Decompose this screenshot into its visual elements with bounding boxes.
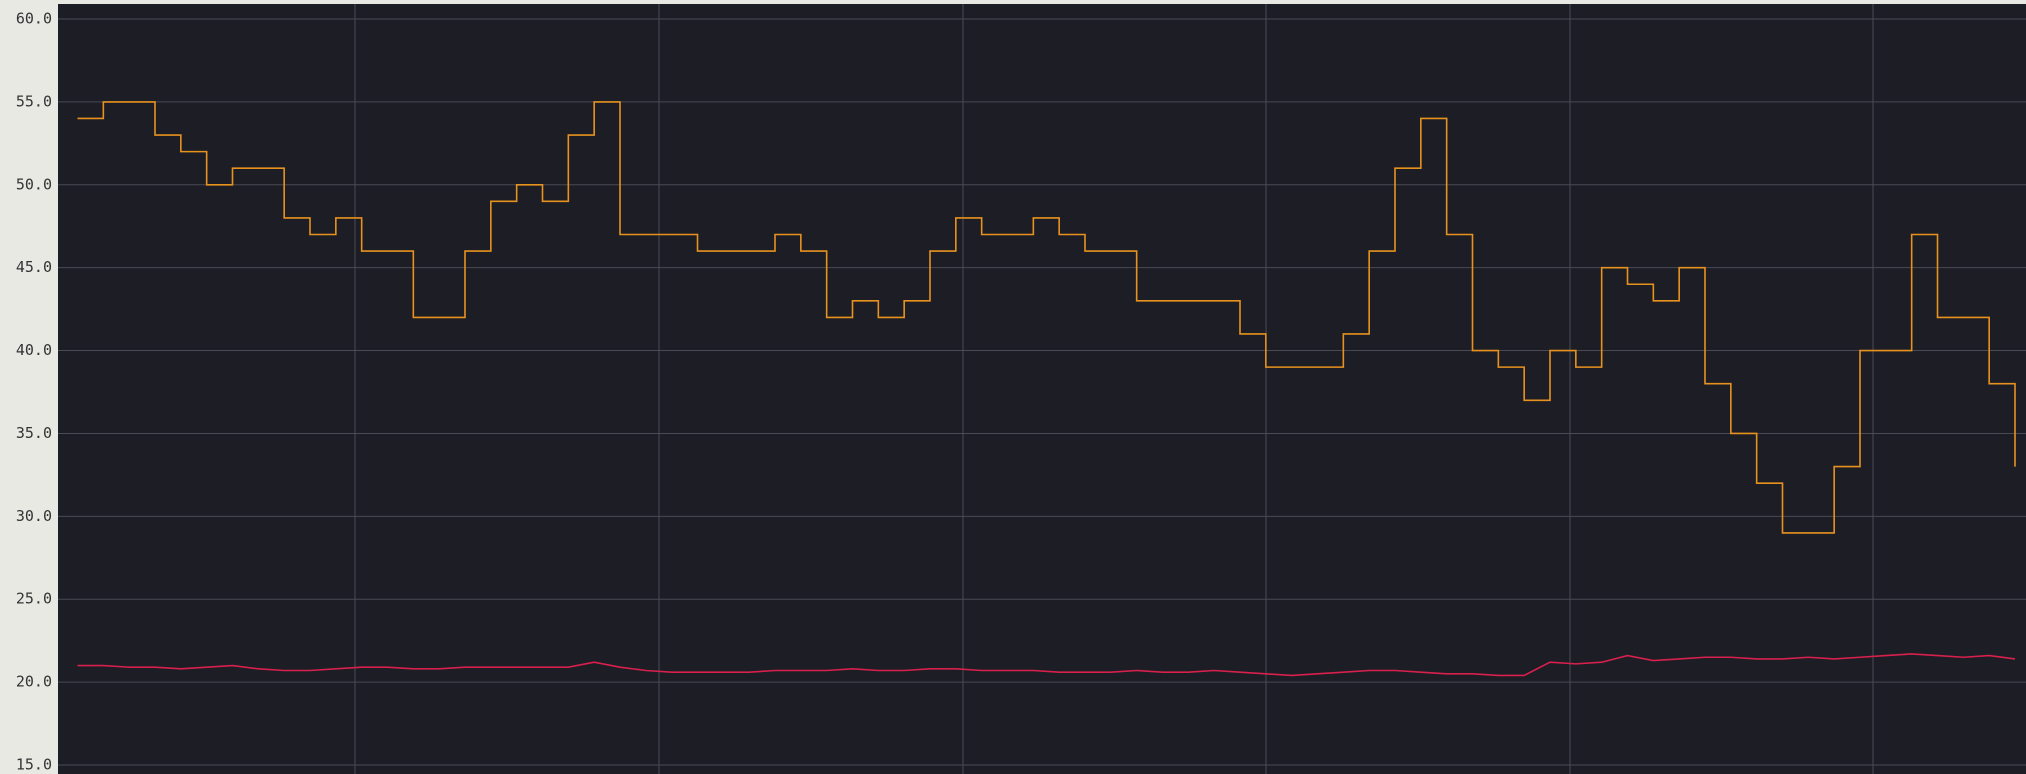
y-tick-label: 35.0 [16, 424, 52, 442]
y-tick-label: 55.0 [16, 92, 52, 110]
series-line [77, 101, 2016, 534]
series-line [77, 653, 2016, 677]
y-tick-label: 25.0 [16, 590, 52, 608]
y-tick-label: 60.0 [16, 10, 52, 28]
y-tick-label: 40.0 [16, 341, 52, 359]
y-tick-label: 50.0 [16, 175, 52, 193]
y-tick-label: 45.0 [16, 258, 52, 276]
y-tick-label: 20.0 [16, 673, 52, 691]
y-tick-label: 15.0 [16, 756, 52, 774]
y-tick-label: 30.0 [16, 507, 52, 525]
plot-area [58, 4, 2026, 774]
